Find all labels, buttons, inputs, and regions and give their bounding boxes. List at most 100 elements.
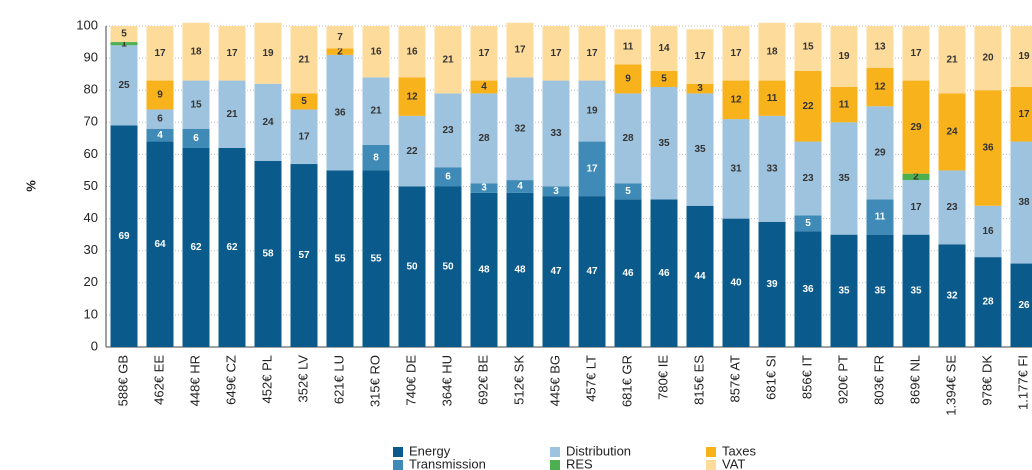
bar-segment	[722, 218, 750, 347]
value-label: 24	[262, 117, 274, 128]
x-tick-label: 869€ NL	[907, 355, 922, 404]
value-label: 31	[730, 163, 742, 174]
value-label: 3	[697, 83, 703, 94]
bar-segment	[830, 234, 858, 347]
y-tick-label: 20	[84, 274, 98, 289]
bar-segment	[758, 80, 786, 116]
bar-segment	[398, 115, 426, 187]
value-label: 17	[910, 202, 922, 213]
bar-segment	[506, 22, 534, 78]
bar-segment	[686, 205, 714, 347]
value-label: 21	[298, 54, 310, 65]
x-tick-label: 780€ IE	[655, 355, 670, 400]
bar-segment	[902, 180, 930, 235]
bar-segment	[362, 144, 390, 171]
value-label: 38	[1018, 197, 1030, 208]
bar-segment	[470, 80, 498, 94]
value-label: 32	[946, 290, 958, 301]
value-label: 23	[442, 125, 454, 136]
bar-segment	[650, 26, 678, 71]
legend-swatch	[550, 460, 560, 470]
x-tick-label: 588€ GB	[115, 355, 130, 406]
value-label: 17	[550, 48, 562, 59]
x-tick-label: 445€ BG	[547, 355, 562, 406]
bar-segment	[218, 80, 246, 148]
bar-segment	[614, 93, 642, 184]
bar-segment	[146, 26, 174, 81]
bar-segment	[542, 186, 570, 197]
value-label: 35	[874, 285, 886, 296]
value-label: 4	[517, 181, 523, 192]
bar-segment	[362, 26, 390, 78]
value-label: 17	[154, 48, 166, 59]
bar-segment	[290, 109, 318, 165]
value-label: 3	[553, 186, 559, 197]
bar-segment	[326, 26, 354, 49]
value-label: 35	[838, 285, 850, 296]
bar-segment	[866, 234, 894, 347]
x-tick-label: 364€ HU	[439, 355, 454, 406]
value-label: 28	[982, 297, 994, 308]
x-tick-label: 462€ EE	[151, 355, 166, 405]
bar-segment	[254, 160, 282, 347]
bar-segment	[830, 122, 858, 235]
bar-segment	[506, 180, 534, 193]
value-label: 15	[802, 42, 814, 53]
x-tick-label: 857€ AT	[727, 355, 742, 403]
bar-segment	[650, 199, 678, 347]
bar-segment	[326, 54, 354, 171]
value-label: 58	[262, 249, 274, 260]
bar-segment	[470, 192, 498, 347]
bar-segment	[506, 192, 534, 347]
bar-segment	[110, 42, 138, 46]
bar-segment	[398, 77, 426, 116]
bar-segment	[866, 199, 894, 235]
value-label: 16	[982, 226, 994, 237]
bar-segment	[362, 170, 390, 347]
bar-segment	[290, 93, 318, 110]
legend-swatch	[706, 460, 716, 470]
bar-segment	[974, 90, 1002, 206]
bar-segment	[434, 186, 462, 347]
bar-segment	[830, 26, 858, 87]
value-label: 17	[730, 48, 742, 59]
bar-segment	[938, 244, 966, 347]
bar-segment	[722, 80, 750, 120]
value-label: 19	[1018, 51, 1030, 62]
value-label: 22	[802, 101, 814, 112]
bar-segment	[614, 64, 642, 94]
bar-segment	[182, 80, 210, 129]
bar-segment	[146, 141, 174, 347]
value-label: 2	[337, 46, 343, 57]
x-tick-label: 740€ DE	[403, 355, 418, 406]
value-label: 6	[193, 133, 199, 144]
bar-segment	[866, 67, 894, 107]
x-tick-label: 920€ PT	[835, 355, 850, 404]
value-label: 50	[406, 261, 418, 272]
bar-segment	[470, 183, 498, 193]
bar-segment	[182, 147, 210, 347]
value-label: 55	[334, 253, 346, 264]
bar-segment	[614, 199, 642, 347]
bar-segment	[182, 22, 210, 81]
legend-label: Distribution	[566, 443, 631, 458]
value-label: 23	[946, 202, 958, 213]
x-tick-label: 315€ RO	[367, 355, 382, 407]
bar-segment	[542, 26, 570, 81]
value-label: 17	[910, 48, 922, 59]
bar-segment	[290, 164, 318, 347]
value-label: 17	[1018, 109, 1030, 120]
value-label: 46	[658, 268, 670, 279]
value-label: 11	[875, 212, 886, 223]
value-label: 17	[586, 163, 598, 174]
value-label: 21	[442, 54, 454, 65]
x-tick-label: 978€ DK	[979, 355, 994, 406]
bar-segment	[614, 29, 642, 65]
value-label: 18	[766, 46, 778, 57]
value-label: 5	[661, 74, 667, 85]
x-tick-label: 457€ LT	[583, 355, 598, 402]
legend-label: VAT	[722, 456, 745, 470]
value-label: 17	[586, 48, 598, 59]
bar-segment	[506, 77, 534, 181]
